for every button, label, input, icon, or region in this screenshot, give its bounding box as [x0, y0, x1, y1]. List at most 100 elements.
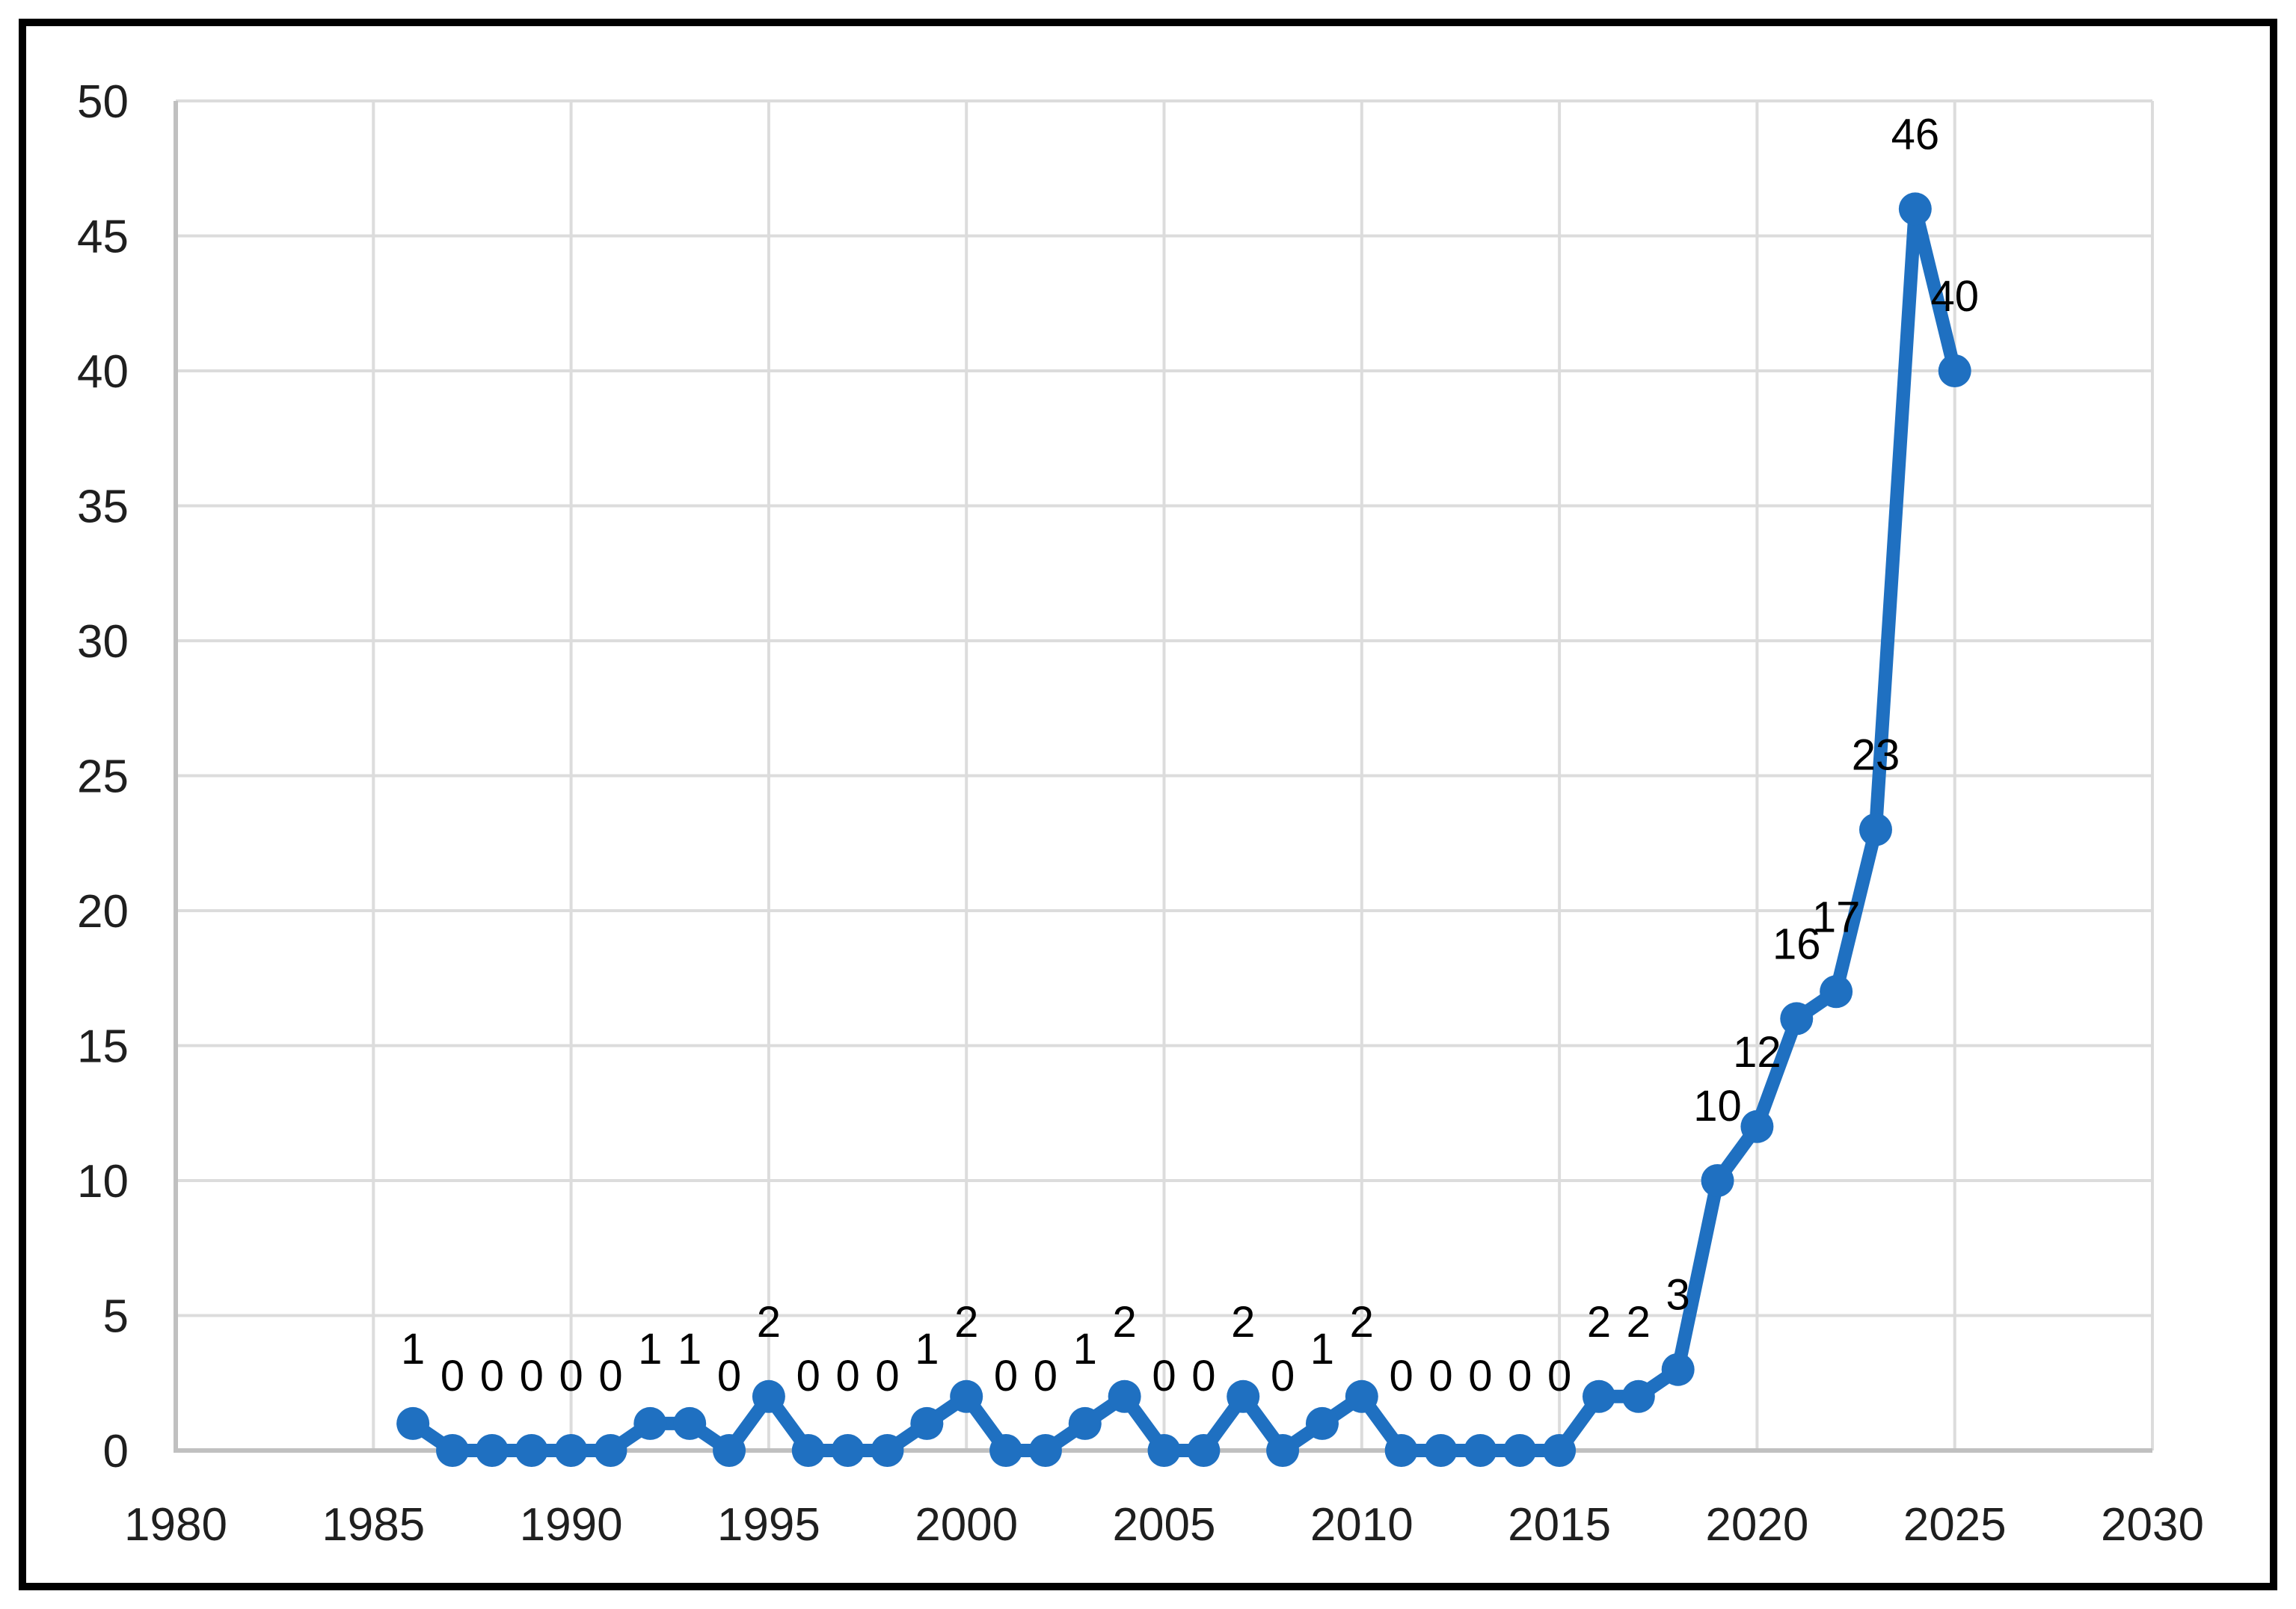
data-label-2024: 46	[1891, 110, 1940, 159]
y-tick-label: 20	[77, 886, 129, 938]
x-tick-label: 2015	[1508, 1499, 1611, 1551]
data-label-1986: 1	[401, 1325, 425, 1373]
data-label-2021: 16	[1772, 920, 1821, 968]
data-point-2001	[989, 1434, 1023, 1467]
data-point-1995	[752, 1379, 785, 1413]
data-point-2017	[1621, 1379, 1655, 1413]
data-point-2015	[1543, 1434, 1577, 1467]
data-point-2007	[1227, 1379, 1260, 1413]
x-tick-label: 2025	[1903, 1499, 2007, 1551]
data-label-2025: 40	[1930, 272, 1979, 321]
data-point-1997	[831, 1434, 865, 1467]
data-point-2014	[1503, 1434, 1537, 1467]
data-label-1997: 0	[835, 1352, 859, 1400]
y-tick-label: 40	[77, 346, 129, 398]
data-label-2018: 3	[1666, 1271, 1690, 1320]
data-label-1987: 0	[441, 1352, 464, 1400]
data-point-1999	[910, 1406, 944, 1440]
data-point-1991	[594, 1434, 627, 1467]
data-label-1996: 0	[796, 1352, 820, 1400]
chart-outer-border: 0 5 10 15 20 25 30 35 40 45 50 1980 1985 1990 1995 2000…	[19, 19, 2277, 1590]
y-tick-label: 35	[77, 482, 129, 533]
x-tick-label: 1985	[322, 1499, 425, 1551]
x-tick-label: 2005	[1113, 1499, 1216, 1551]
data-point-1989	[515, 1434, 548, 1467]
data-point-2002	[1028, 1434, 1062, 1467]
data-label-1990: 0	[559, 1352, 583, 1400]
data-label-2003: 1	[1073, 1325, 1097, 1373]
x-tick-label: 1990	[520, 1499, 623, 1551]
y-tick-label: 30	[77, 616, 129, 668]
data-label-1995: 2	[757, 1298, 781, 1347]
data-label-2011: 0	[1390, 1352, 1413, 1400]
data-label-1994: 0	[717, 1352, 741, 1400]
data-label-2002: 0	[1034, 1352, 1058, 1400]
data-label-2014: 0	[1508, 1352, 1532, 1400]
data-point-2005	[1147, 1434, 1181, 1467]
data-point-2004	[1108, 1379, 1141, 1413]
data-point-2008	[1266, 1434, 1300, 1467]
data-point-2024	[1898, 192, 1932, 226]
data-point-1986	[396, 1406, 430, 1440]
data-label-2005: 0	[1152, 1352, 1176, 1400]
x-tick-label: 1980	[124, 1499, 227, 1551]
data-label-2016: 2	[1587, 1298, 1611, 1347]
data-point-2010	[1345, 1379, 1378, 1413]
y-tick-label: 25	[77, 751, 129, 803]
data-label-2020: 12	[1733, 1028, 1781, 1077]
x-tick-label: 2010	[1310, 1499, 1413, 1551]
data-point-2018	[1661, 1353, 1695, 1386]
data-point-2000	[950, 1379, 983, 1413]
data-point-2003	[1068, 1406, 1102, 1440]
data-label-2007: 2	[1231, 1298, 1255, 1347]
data-point-1988	[475, 1434, 509, 1467]
data-point-2023	[1858, 813, 1892, 846]
data-label-2015: 0	[1547, 1352, 1571, 1400]
y-tick-label: 5	[103, 1291, 129, 1343]
data-point-2022	[1820, 975, 1853, 1009]
data-label-2019: 10	[1693, 1082, 1742, 1130]
data-point-1992	[633, 1406, 667, 1440]
data-point-2011	[1384, 1434, 1418, 1467]
data-label-1999: 1	[915, 1325, 939, 1373]
x-tick-label: 2000	[915, 1499, 1018, 1551]
data-label-2008: 0	[1271, 1352, 1295, 1400]
y-tick-label: 15	[77, 1021, 129, 1073]
y-tick-label: 50	[77, 76, 129, 128]
data-label-1992: 1	[638, 1325, 662, 1373]
x-tick-label: 2020	[1705, 1499, 1808, 1551]
x-tick-label: 2030	[2101, 1499, 2204, 1551]
data-label-1989: 0	[520, 1352, 544, 1400]
y-tick-label: 0	[103, 1426, 129, 1477]
data-point-2019	[1701, 1164, 1734, 1197]
data-label-2004: 2	[1113, 1298, 1137, 1347]
data-line	[406, 202, 1962, 1457]
y-tick-label: 10	[77, 1156, 129, 1207]
data-label-2017: 2	[1627, 1298, 1651, 1347]
data-point-1990	[554, 1434, 588, 1467]
data-label-2010: 2	[1350, 1298, 1374, 1347]
data-point-2021	[1780, 1002, 1814, 1036]
data-label-1993: 1	[678, 1325, 702, 1373]
data-label-1998: 0	[875, 1352, 899, 1400]
data-label-2001: 0	[994, 1352, 1018, 1400]
data-point-2016	[1582, 1379, 1615, 1413]
data-label-2023: 23	[1852, 731, 1900, 780]
data-label-1991: 0	[598, 1352, 622, 1400]
data-point-1994	[713, 1434, 746, 1467]
data-point-1987	[436, 1434, 470, 1467]
data-point-1998	[871, 1434, 904, 1467]
data-point-1996	[791, 1434, 825, 1467]
data-point-1993	[673, 1406, 707, 1440]
x-tick-label: 1995	[717, 1499, 820, 1551]
data-point-2013	[1464, 1434, 1497, 1467]
data-point-2025	[1938, 354, 1971, 387]
data-label-2013: 0	[1468, 1352, 1492, 1400]
data-label-2006: 0	[1191, 1352, 1215, 1400]
data-point-2009	[1305, 1406, 1339, 1440]
data-label-2022: 17	[1812, 893, 1861, 941]
data-point-2006	[1187, 1434, 1221, 1467]
data-label-1988: 0	[480, 1352, 504, 1400]
data-point-2012	[1424, 1434, 1458, 1467]
